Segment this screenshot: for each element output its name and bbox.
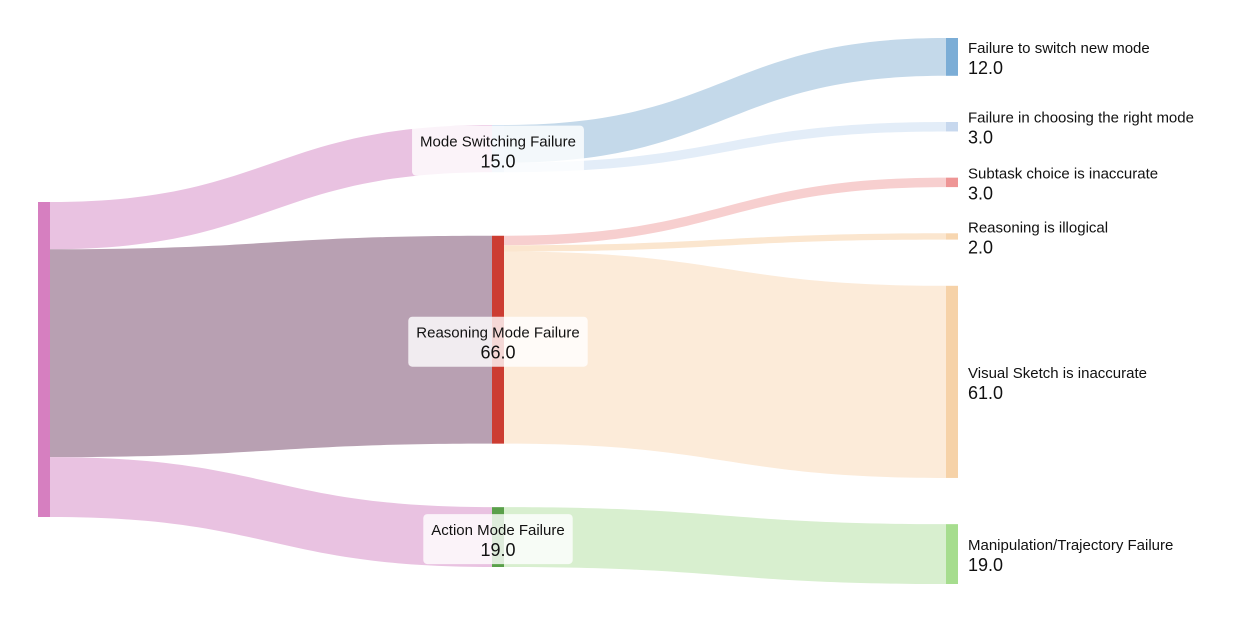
- link: [50, 457, 492, 567]
- label-box: [412, 125, 584, 176]
- target-name: Failure in choosing the right mode: [968, 110, 1194, 127]
- target-value: 2.0: [968, 237, 993, 257]
- target-node: [946, 285, 958, 478]
- target-node: [946, 177, 958, 188]
- target-value: 19.0: [968, 555, 1003, 575]
- target-value: 61.0: [968, 383, 1003, 403]
- link: [504, 251, 946, 478]
- link: [504, 233, 946, 252]
- node-value: 66.0: [480, 343, 515, 363]
- target-node: [946, 524, 958, 584]
- links: [50, 38, 946, 584]
- node-name: Action Mode Failure: [431, 522, 564, 539]
- link: [50, 125, 492, 250]
- link: [504, 38, 946, 163]
- target-name: Subtask choice is inaccurate: [968, 165, 1158, 182]
- node-value: 15.0: [480, 152, 515, 172]
- target-node: [946, 38, 958, 76]
- link: [504, 122, 946, 173]
- target-name: Visual Sketch is inaccurate: [968, 365, 1147, 382]
- root-node: [38, 202, 50, 517]
- target-name: Manipulation/Trajectory Failure: [968, 537, 1173, 554]
- target-name: Reasoning is illogical: [968, 219, 1108, 236]
- node-value: 19.0: [480, 540, 515, 560]
- target-value: 12.0: [968, 58, 1003, 78]
- label-box: [408, 316, 588, 367]
- target-value: 3.0: [968, 128, 993, 148]
- link: [504, 177, 946, 246]
- link: [504, 507, 946, 584]
- target-name: Failure to switch new mode: [968, 40, 1150, 57]
- link: [50, 235, 492, 458]
- target-value: 3.0: [968, 183, 993, 203]
- node-name: Mode Switching Failure: [420, 134, 576, 151]
- label-box: [423, 514, 573, 565]
- target-node: [946, 233, 958, 240]
- node-name: Reasoning Mode Failure: [416, 325, 579, 342]
- target-node: [946, 122, 958, 132]
